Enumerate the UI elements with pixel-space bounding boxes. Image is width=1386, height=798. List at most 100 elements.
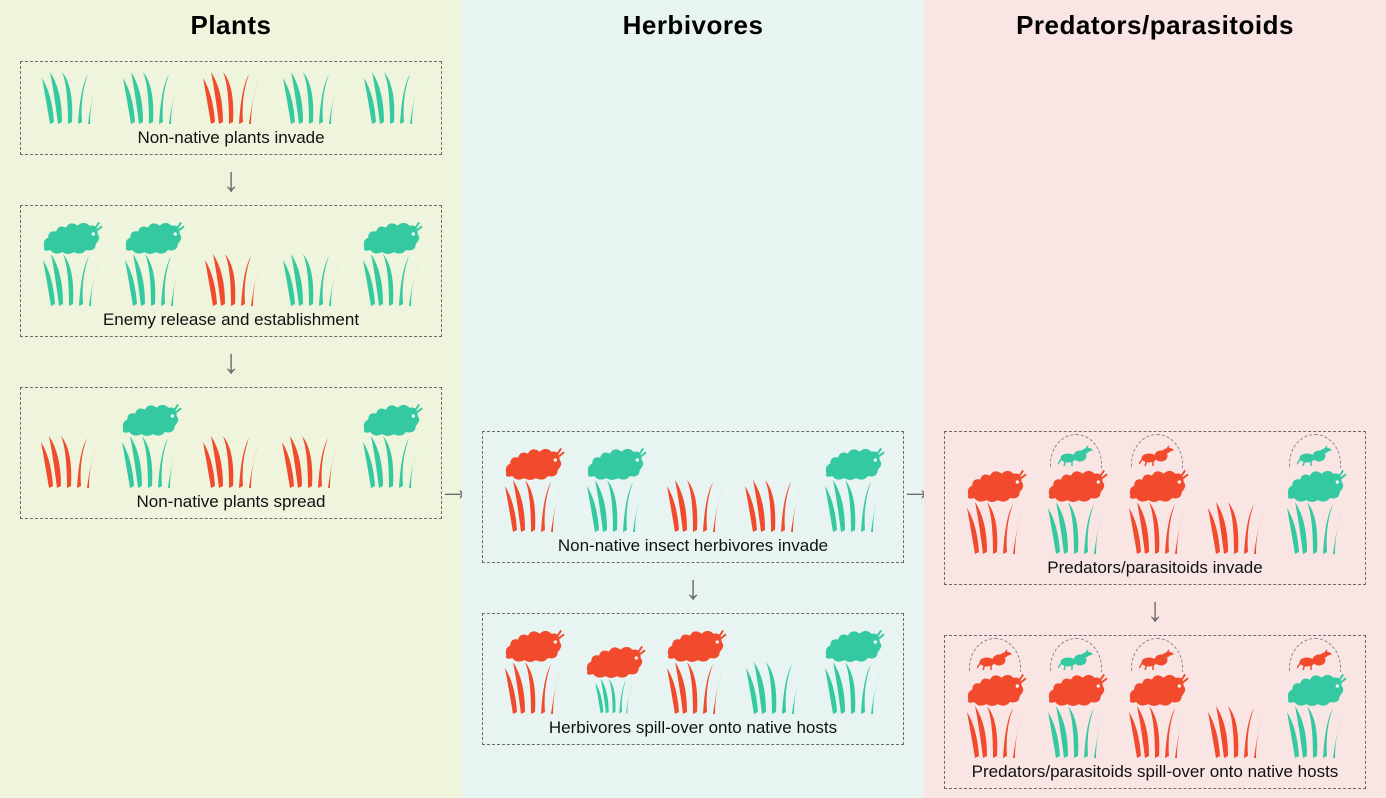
grass-icon <box>665 480 725 532</box>
caterpillar-icon <box>1125 668 1189 708</box>
wasp-badge <box>1131 434 1183 468</box>
stage-caption: Predators/parasitoids invade <box>957 558 1353 578</box>
grass-icon <box>965 502 1025 554</box>
organism-unit <box>359 398 423 488</box>
grass-icon <box>503 480 563 532</box>
grass-icon <box>123 254 183 306</box>
organism-unit <box>359 216 423 306</box>
wasp-badge <box>1289 638 1341 672</box>
grass-icon <box>1285 706 1345 758</box>
organism-unit <box>501 442 565 532</box>
organism-unit <box>1206 706 1266 758</box>
grass-icon <box>41 254 101 306</box>
herbivores-stage-2: Herbivores spill-over onto native hosts <box>482 613 904 745</box>
caterpillar-icon <box>118 398 182 438</box>
spacer <box>482 61 904 431</box>
plants-stage-2: Enemy release and establishment <box>20 205 442 337</box>
stage-caption: Non-native plants spread <box>33 492 429 512</box>
caterpillar-icon <box>583 442 647 482</box>
organism-unit <box>665 480 725 532</box>
predators-stage-1: Predators/parasitoids invade <box>944 431 1366 585</box>
icon-row <box>495 624 891 714</box>
icon-row <box>33 72 429 124</box>
header-predators: Predators/parasitoids <box>944 10 1366 41</box>
caterpillar-icon <box>501 442 565 482</box>
caterpillar-icon <box>359 398 423 438</box>
icon-row <box>495 442 891 532</box>
grass-icon <box>594 678 634 714</box>
grass-icon <box>823 662 883 714</box>
grass-icon <box>362 72 422 124</box>
grass-icon <box>1206 502 1266 554</box>
organism-unit <box>121 72 181 124</box>
organism-unit <box>40 72 100 124</box>
caterpillar-icon <box>1283 464 1347 504</box>
organism-unit <box>501 624 565 714</box>
organism-unit <box>821 624 885 714</box>
organism-unit <box>39 216 103 306</box>
organism-unit <box>1283 668 1347 758</box>
stage-caption: Non-native plants invade <box>33 128 429 148</box>
organism-unit <box>1125 464 1189 554</box>
spacer <box>944 61 1366 431</box>
organism-unit <box>1044 464 1108 554</box>
caterpillar-icon <box>963 464 1027 504</box>
icon-row <box>33 398 429 488</box>
caterpillar-icon <box>663 624 727 664</box>
caterpillar-icon <box>121 216 185 256</box>
organism-unit <box>1206 502 1266 554</box>
grass-icon <box>1127 502 1187 554</box>
plants-stage-1: Non-native plants invade <box>20 61 442 155</box>
grass-icon <box>743 480 803 532</box>
wasp-badge <box>1050 434 1102 468</box>
organism-unit <box>1044 668 1108 758</box>
organism-unit <box>281 72 341 124</box>
predators-stage-2: Predators/parasitoids spill-over onto na… <box>944 635 1366 789</box>
wasp-icon <box>1139 648 1175 670</box>
grass-icon <box>1046 502 1106 554</box>
wasp-icon <box>1058 648 1094 670</box>
grass-icon <box>39 436 99 488</box>
grass-icon <box>361 436 421 488</box>
caterpillar-icon <box>821 442 885 482</box>
caterpillar-icon <box>39 216 103 256</box>
organism-unit <box>118 398 182 488</box>
caterpillar-icon <box>1283 668 1347 708</box>
caterpillar-icon <box>1044 668 1108 708</box>
wasp-icon <box>1297 444 1333 466</box>
organism-unit <box>1125 668 1189 758</box>
organism-unit <box>362 72 422 124</box>
column-herbivores: Herbivores Non-native insect herbivores … <box>462 0 924 798</box>
wasp-icon <box>1139 444 1175 466</box>
icon-row <box>33 216 429 306</box>
grass-icon <box>744 662 804 714</box>
plants-stage-3: Non-native plants spread <box>20 387 442 519</box>
grass-icon <box>503 662 563 714</box>
organism-unit <box>201 72 261 124</box>
grass-icon <box>201 436 261 488</box>
grass-icon <box>40 72 100 124</box>
header-herbivores: Herbivores <box>482 10 904 41</box>
grass-icon <box>1127 706 1187 758</box>
wasp-badge <box>1289 434 1341 468</box>
arrow-down-icon: ↓ <box>20 163 442 197</box>
organism-unit <box>201 436 261 488</box>
organism-unit <box>39 436 99 488</box>
column-plants: Plants Non-native plants invade ↓ Enemy … <box>0 0 462 798</box>
organism-unit <box>1283 464 1347 554</box>
organism-unit <box>963 668 1027 758</box>
grass-icon <box>280 436 340 488</box>
arrow-down-icon: ↓ <box>944 593 1366 627</box>
wasp-badge <box>969 638 1021 672</box>
grass-icon <box>1046 706 1106 758</box>
organism-unit <box>663 624 727 714</box>
caterpillar-icon <box>582 640 646 680</box>
stage-caption: Herbivores spill-over onto native hosts <box>495 718 891 738</box>
caterpillar-icon <box>963 668 1027 708</box>
grass-icon <box>1206 706 1266 758</box>
stage-caption: Predators/parasitoids spill-over onto na… <box>957 762 1353 782</box>
wasp-icon <box>1058 444 1094 466</box>
grass-icon <box>665 662 725 714</box>
arrow-down-icon: ↓ <box>20 345 442 379</box>
caterpillar-icon <box>1044 464 1108 504</box>
